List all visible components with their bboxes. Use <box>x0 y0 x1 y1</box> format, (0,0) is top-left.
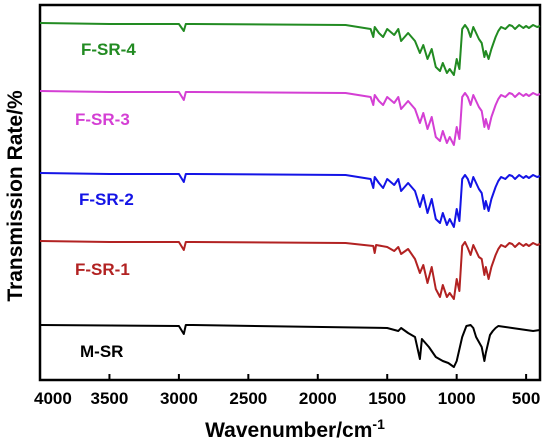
x-tick-label: 1500 <box>368 389 406 408</box>
x-tick-label: 3000 <box>160 389 198 408</box>
x-tick-label: 500 <box>512 389 540 408</box>
x-tick-label: 3500 <box>91 389 129 408</box>
series-label-f-sr-4: F-SR-4 <box>81 40 136 59</box>
x-tick-label: 2500 <box>229 389 267 408</box>
x-axis-title-superscript: -1 <box>372 416 385 432</box>
series-label-f-sr-3: F-SR-3 <box>75 110 130 129</box>
x-tick-label: 2000 <box>299 389 337 408</box>
series-label-f-sr-1: F-SR-1 <box>75 260 130 279</box>
x-tick-label: 4000 <box>34 389 72 408</box>
series-line-f-sr-2 <box>39 172 541 228</box>
series-line-f-sr-3 <box>39 90 541 146</box>
series-traces <box>39 22 541 368</box>
x-axis-ticks: 4000 3500 3000 2500 2000 1500 1000 500 <box>34 374 540 408</box>
series-line-f-sr-1 <box>39 240 541 300</box>
plot-frame <box>38 3 542 382</box>
y-axis-title: Transmission Rate/% <box>4 90 27 302</box>
x-axis-title-main: Wavenumber/cm <box>205 419 372 442</box>
series-labels: M-SR F-SR-1 F-SR-2 F-SR-3 F-SR-4 <box>75 40 136 361</box>
x-tick-label: 1000 <box>438 389 476 408</box>
series-label-f-sr-2: F-SR-2 <box>79 190 134 209</box>
x-axis-title: Wavenumber/cm-1 <box>205 416 385 442</box>
series-label-m-sr: M-SR <box>80 342 123 361</box>
series-line-f-sr-4 <box>39 22 541 76</box>
series-line-m-sr <box>39 324 541 368</box>
